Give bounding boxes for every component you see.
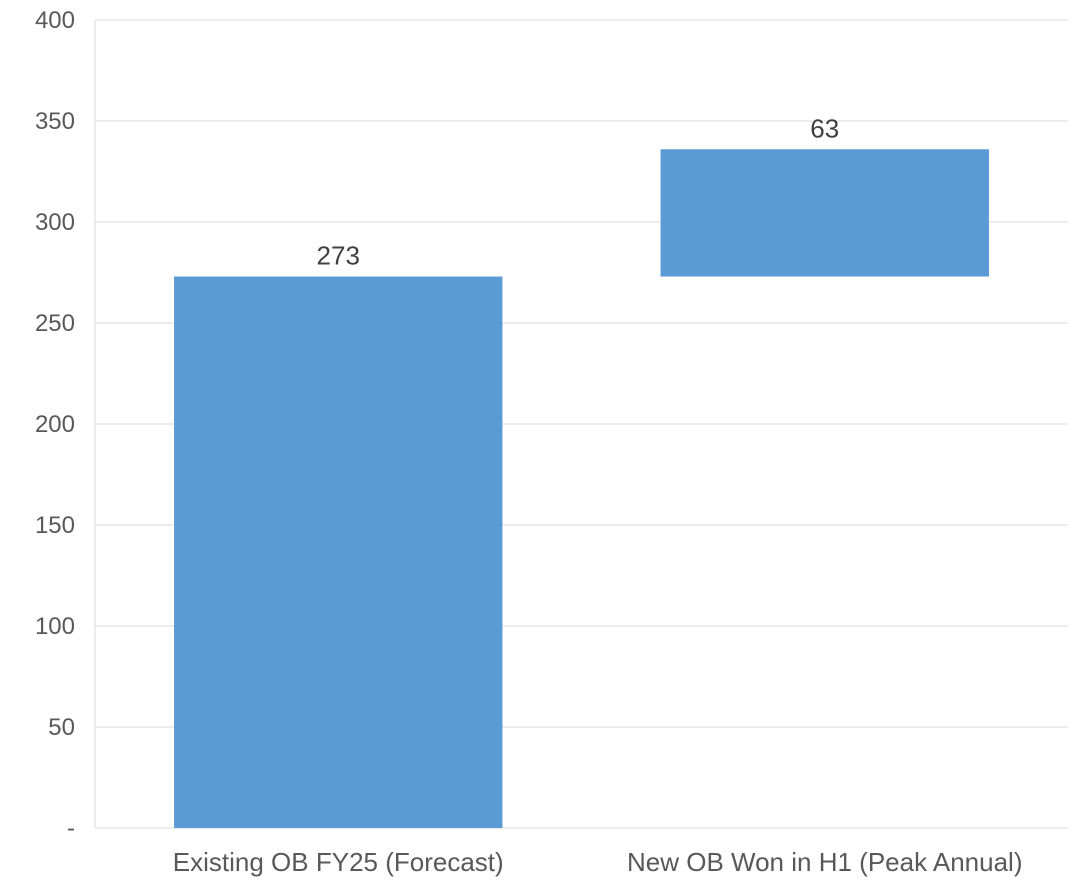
- y-tick-label: -: [67, 815, 75, 842]
- y-tick-label: 150: [35, 512, 75, 539]
- y-tick-label: 250: [35, 310, 75, 337]
- y-tick-label: 100: [35, 613, 75, 640]
- data-label: 63: [810, 113, 839, 143]
- y-tick-label: 400: [35, 7, 75, 34]
- y-tick-label: 300: [35, 209, 75, 236]
- bar: [174, 276, 503, 828]
- y-tick-label: 350: [35, 108, 75, 135]
- y-tick-label: 200: [35, 411, 75, 438]
- y-tick-label: 50: [48, 714, 75, 741]
- x-category-label: Existing OB FY25 (Forecast): [173, 847, 504, 877]
- x-category-label: New OB Won in H1 (Peak Annual): [627, 847, 1022, 877]
- data-label: 273: [317, 241, 360, 271]
- bar: [660, 149, 989, 277]
